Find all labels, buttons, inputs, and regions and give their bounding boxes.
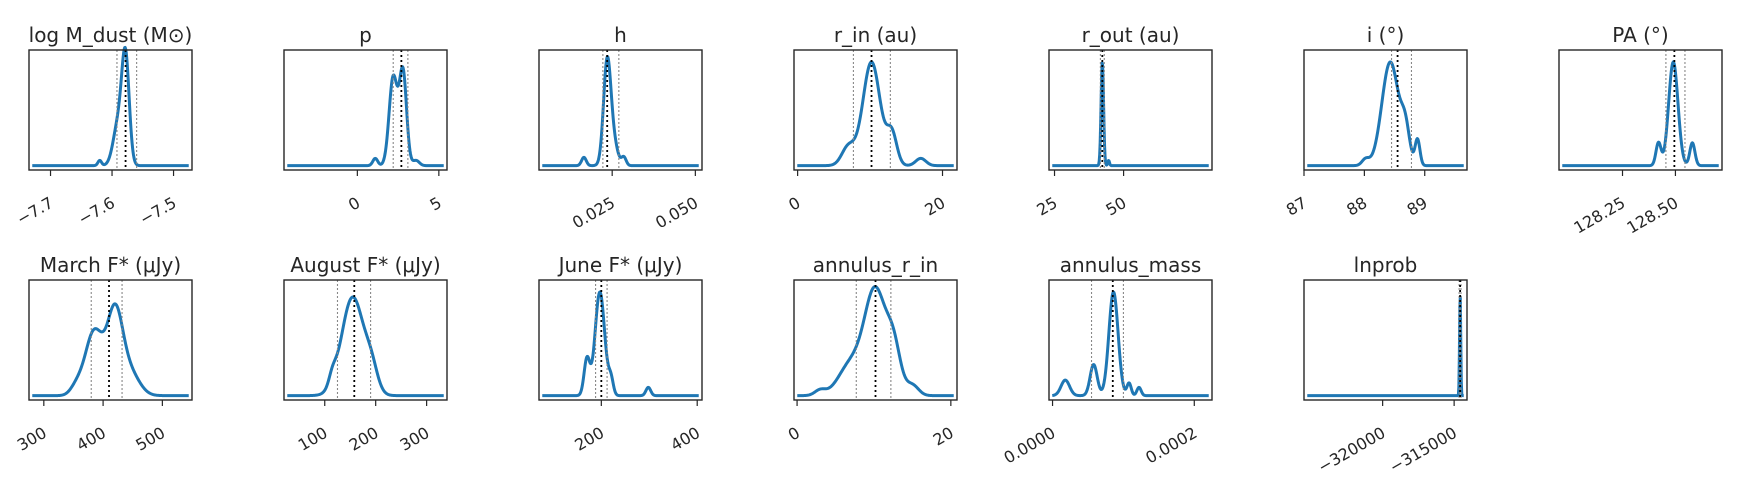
panel-title: annulus_mass <box>1060 253 1202 277</box>
x-tick-label: −7.6 <box>75 193 118 229</box>
density-curve <box>796 60 955 168</box>
x-tick-label: 25 <box>1033 193 1060 220</box>
x-tick-label: 200 <box>571 423 607 455</box>
x-tick-label: 0.050 <box>652 193 701 232</box>
panel-frame <box>1303 49 1468 171</box>
panel-7: 300 400 500 March F* (μJy) <box>14 253 193 455</box>
panel-2: 0.025 0.050 h <box>538 23 703 232</box>
panel-title: r_out (au) <box>1082 23 1180 47</box>
panel-frame <box>538 49 703 171</box>
panel-4: 25 50 r_out (au) <box>1033 23 1213 220</box>
x-tick-label: 500 <box>132 423 168 455</box>
x-tick-label: −315000 <box>1386 423 1460 477</box>
panel-11: 0.0000 0.0002 annulus_mass <box>1001 253 1213 467</box>
x-tick-label: 0.0002 <box>1142 423 1200 467</box>
panel-title: June F* (μJy) <box>557 253 683 277</box>
density-curve <box>286 65 445 168</box>
panel-3: 0 20 r_in (au) <box>785 23 958 220</box>
panel-frame <box>538 279 703 401</box>
x-tick-label: 400 <box>73 423 109 455</box>
x-tick-label: 0.025 <box>569 193 618 232</box>
panel-10: 0 20 annulus_r_in <box>785 253 958 450</box>
panel-title: r_in (au) <box>834 23 917 47</box>
x-tick-label: 0.0000 <box>1001 423 1059 467</box>
x-tick-label: 20 <box>930 423 957 450</box>
x-tick-label: 50 <box>1102 193 1129 220</box>
x-tick-label: 200 <box>346 423 382 455</box>
x-tick-label: 0 <box>785 193 803 215</box>
x-tick-label: 400 <box>667 423 703 455</box>
panel-title: PA (°) <box>1612 23 1668 47</box>
x-tick-label: −7.7 <box>13 193 56 229</box>
x-tick-label: 128.50 <box>1623 193 1681 237</box>
density-curve <box>1306 60 1465 168</box>
x-tick-label: 87 <box>1283 193 1310 220</box>
x-tick-label: 100 <box>295 423 331 455</box>
panel-1: 0 5 p <box>283 23 448 215</box>
panel-frame <box>28 279 193 401</box>
panel-title: log M_dust (M⊙) <box>29 23 193 47</box>
density-curve <box>286 295 445 398</box>
x-tick-label: 0 <box>345 193 363 215</box>
panel-title: March F* (μJy) <box>40 253 181 277</box>
panel-title: lnprob <box>1354 253 1418 277</box>
panel-frame <box>283 49 448 171</box>
density-curve <box>541 290 700 398</box>
x-tick-label: 300 <box>397 423 433 455</box>
x-tick-label: −7.5 <box>136 193 179 229</box>
panel-frame <box>793 49 958 171</box>
x-tick-label: 0 <box>785 423 803 445</box>
density-curve <box>31 302 190 398</box>
panel-12: −320000−315000 lnprob <box>1303 253 1468 477</box>
panel-frame <box>1303 279 1468 401</box>
panel-frame <box>793 279 958 401</box>
panel-title: annulus_r_in <box>813 253 938 277</box>
panel-title: p <box>359 23 372 47</box>
density-curve <box>541 55 700 168</box>
x-tick-label: 20 <box>921 193 948 220</box>
panel-title: i (°) <box>1367 23 1405 47</box>
density-curve <box>1561 60 1720 168</box>
panel-frame <box>283 279 448 401</box>
x-tick-label: 128.25 <box>1571 193 1629 237</box>
x-tick-label: 89 <box>1404 193 1431 220</box>
panel-8: 100 200 300 August F* (μJy) <box>283 253 448 455</box>
density-curve <box>1051 61 1210 168</box>
panel-5: 87 88 89 i (°) <box>1283 23 1468 220</box>
panel-frame <box>1048 49 1213 171</box>
panel-frame <box>1558 49 1723 171</box>
panel-frame <box>28 49 193 171</box>
panel-frame <box>1048 279 1213 401</box>
x-tick-label: 88 <box>1343 193 1370 220</box>
x-tick-label: 300 <box>14 423 50 455</box>
panel-0: −7.7 −7.6 −7.5 log M_dust (M⊙) <box>13 23 193 229</box>
x-tick-label: 5 <box>427 193 445 215</box>
panel-9: 200 400 June F* (μJy) <box>538 253 703 455</box>
density-curve <box>1306 295 1465 398</box>
density-curve <box>1051 290 1210 398</box>
density-curve <box>31 45 190 168</box>
panel-title: August F* (μJy) <box>290 253 440 277</box>
panel-title: h <box>614 23 627 47</box>
x-tick-label: −320000 <box>1315 423 1389 477</box>
